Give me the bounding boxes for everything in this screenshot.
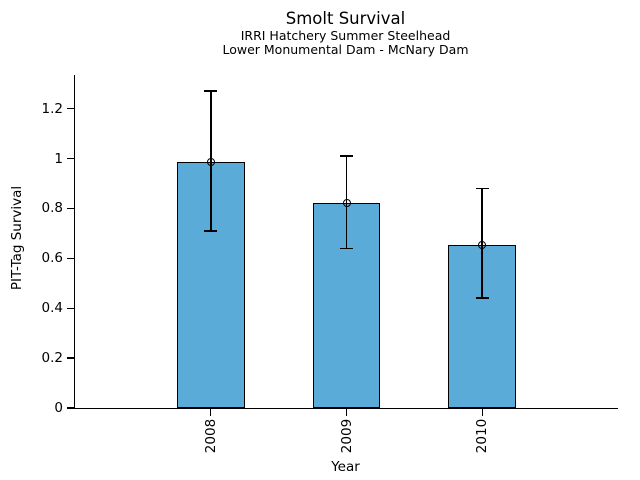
x-tick-label: 2009 — [338, 418, 355, 454]
point-marker — [342, 199, 351, 208]
error-bar-cap-top — [340, 155, 353, 157]
x-tick — [481, 409, 483, 416]
y-tick — [67, 207, 75, 210]
x-tick — [210, 409, 212, 416]
point-marker — [206, 158, 215, 167]
error-bar-cap-top — [204, 90, 218, 92]
y-tick-label: 0.4 — [41, 300, 63, 317]
y-tick — [67, 407, 75, 409]
x-axis-label: Year — [331, 459, 360, 475]
y-tick — [67, 307, 75, 309]
error-bar-cap-bottom — [204, 230, 218, 232]
x-tick — [345, 409, 348, 416]
y-tick — [67, 107, 75, 110]
y-tick-label: 0.6 — [41, 250, 63, 267]
y-tick-label: 1 — [54, 150, 63, 167]
y-tick — [67, 357, 75, 359]
y-tick-label: 0 — [54, 400, 63, 416]
error-bar-cap-top — [475, 187, 489, 190]
chart-subtitle-line1: IRRI Hatchery Summer Steelhead — [240, 28, 451, 43]
y-tick-label: 0.2 — [41, 350, 63, 367]
chart-title: Smolt Survival — [285, 9, 406, 28]
x-tick-label: 2010 — [474, 418, 491, 454]
y-tick — [67, 157, 75, 160]
bar-2008 — [176, 162, 245, 408]
chart-subtitle-line2: Lower Monumental Dam - McNary Dam — [222, 42, 469, 57]
error-bar-cap-bottom — [475, 297, 489, 300]
y-tick — [67, 257, 75, 260]
point-marker — [478, 240, 487, 249]
bar-2010 — [448, 244, 517, 408]
y-tick-label: 1.2 — [41, 100, 63, 117]
y-tick-label: 0.8 — [41, 200, 63, 217]
x-tick-label: 2008 — [202, 418, 219, 454]
plot-area: 0 0.2 0.4 0.6 0.8 1 1.2 2008 2009 2010 — [42, 75, 618, 453]
error-bar-cap-bottom — [340, 247, 353, 250]
